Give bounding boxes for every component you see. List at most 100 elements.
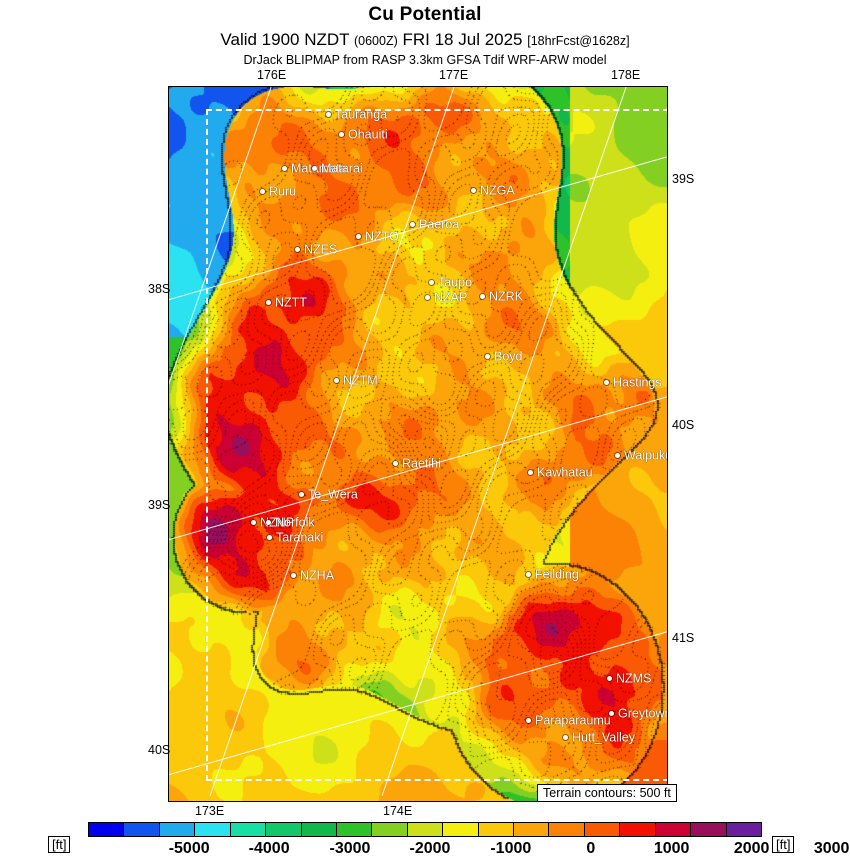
colorbar-swatch — [549, 823, 585, 836]
city-name: NZGA — [480, 183, 515, 198]
colorbar-swatch — [230, 823, 267, 836]
map-city-label: NZHA — [291, 569, 334, 582]
city-marker-dot — [485, 354, 490, 360]
map-city-label: Raetihi — [393, 457, 441, 470]
map-city-label: Te_Wera — [299, 488, 358, 501]
city-marker-dot — [266, 520, 271, 526]
colorbar-swatch — [478, 823, 515, 836]
map-city-label: Kawhatau — [528, 466, 593, 479]
city-marker-dot — [615, 453, 620, 459]
city-name: NZNP — [260, 515, 295, 530]
header-block: Cu Potential Valid 1900 NZDT (0600Z) FRI… — [0, 0, 850, 67]
colorbar-tick-label: 1000 — [653, 840, 690, 857]
city-name: NZTT — [275, 295, 307, 310]
city-marker-dot — [326, 112, 331, 118]
colorbar-swatch — [266, 823, 302, 836]
lat-tick-label: 40S — [672, 418, 695, 432]
colorbar-strip — [88, 822, 762, 837]
map-city-label: NZRK — [480, 290, 523, 303]
city-name: Matarai — [321, 161, 363, 176]
colorbar-tick-label: -4000 — [248, 840, 290, 857]
map-city-label: Paeroa — [410, 218, 459, 231]
city-marker-dot — [429, 280, 434, 286]
city-marker-dot — [563, 735, 568, 741]
map-city-label: Boyd — [485, 350, 523, 363]
colorbar-legend: [ft] [ft] -5000 -4000 -3000 -2000 -1000 0 1000… — [0, 818, 850, 860]
colorbar-swatch — [514, 823, 550, 836]
colorbar-tick-label: -2000 — [409, 840, 451, 857]
city-name: Tauranga — [335, 107, 388, 122]
map-city-label: Greytown — [609, 706, 668, 721]
city-name: NZHA — [300, 568, 335, 583]
city-marker-dot — [334, 378, 339, 384]
city-marker-dot — [267, 535, 272, 541]
map-city-label: Ohauiti — [339, 128, 388, 141]
city-name: Greytown — [618, 706, 668, 721]
city-marker-dot — [528, 470, 533, 476]
map-city-label: Hastings — [604, 376, 662, 389]
colorbar-tick-label: 3000 — [813, 840, 850, 857]
city-marker-dot — [266, 300, 271, 306]
map-city-label: Taranaki — [267, 531, 323, 544]
colorbar-tick-label: 0 — [586, 840, 596, 857]
lon-tick-label: 177E — [439, 68, 469, 82]
lon-tick-label: 176E — [257, 68, 287, 82]
model-line: DrJack BLIPMAP from RASP 3.3km GFSA Tdif… — [243, 53, 607, 67]
colorbar-swatch — [443, 823, 479, 836]
city-name: Hastings — [613, 375, 662, 390]
city-marker-dot — [526, 572, 531, 578]
city-name: Taranaki — [276, 530, 324, 545]
city-marker-dot — [291, 573, 296, 579]
terrain-contour-note: Terrain contours: 500 ft — [537, 784, 677, 802]
lon-tick-label: 178E — [611, 68, 641, 82]
colorbar-swatch — [301, 823, 337, 836]
colorbar-unit-left: [ft] — [48, 836, 71, 853]
colorbar-swatch — [124, 823, 160, 836]
city-name: Te_Wera — [308, 487, 358, 502]
valid-prefix: Valid 1900 NZDT — [220, 30, 350, 49]
city-marker-dot — [480, 294, 485, 300]
page-title: Cu Potential — [368, 4, 482, 25]
colorbar-tick-label: -5000 — [168, 840, 210, 857]
city-marker-dot — [339, 132, 344, 138]
city-name: Ruru — [269, 184, 297, 199]
colorbar-swatch — [336, 823, 373, 836]
map-city-label: Waipukurau — [615, 448, 667, 463]
colorbar-swatch — [195, 823, 231, 836]
city-marker-dot — [393, 461, 398, 467]
valid-time-line: Valid 1900 NZDT (0600Z) FRI 18 Jul 2025 … — [0, 30, 850, 50]
city-name: Raetihi — [402, 456, 441, 471]
city-name: NZMS — [616, 671, 652, 686]
map-city-label: Tauranga — [326, 108, 387, 121]
forecast-tag: [18hrFcst@1628z] — [527, 34, 630, 48]
city-name: Hutt_Valley — [572, 730, 635, 745]
lat-tick-label: 39S — [672, 172, 695, 186]
city-marker-dot — [260, 189, 265, 195]
city-marker-dot — [604, 380, 609, 386]
city-marker-dot — [425, 295, 430, 301]
city-name: Ohauiti — [348, 127, 388, 142]
city-name: Kawhatau — [537, 465, 593, 480]
city-marker-dot — [251, 520, 256, 526]
city-name: Matamata — [291, 161, 347, 176]
map-city-label: NZGA — [471, 184, 515, 197]
city-name: Feilding — [535, 567, 579, 582]
weather-map[interactable]: Tauranga Ohauiti Matamata Matarai Ruru NZGA Pa… — [168, 86, 668, 802]
city-marker-dot — [607, 676, 612, 682]
colorbar-tick-label: -3000 — [329, 840, 371, 857]
city-marker-dot — [609, 711, 614, 717]
colorbar-swatch — [691, 823, 727, 836]
city-name: Boyd — [494, 349, 523, 364]
lon-tick-label: 173E — [195, 804, 225, 818]
colorbar-unit-right: [ft] — [772, 836, 795, 853]
colorbar-swatch — [89, 823, 125, 836]
map-city-label: NZNP — [251, 516, 294, 529]
colorbar-tick-label: 2000 — [733, 840, 770, 857]
city-marker-dot — [312, 166, 317, 172]
colorbar-swatch — [372, 823, 408, 836]
city-name: Waipukurau — [624, 448, 667, 463]
colorbar-swatch — [620, 823, 656, 836]
city-name: Paeroa — [419, 217, 460, 232]
lat-tick-label: 40S — [148, 743, 171, 757]
colorbar-tick-label: -1000 — [490, 840, 532, 857]
